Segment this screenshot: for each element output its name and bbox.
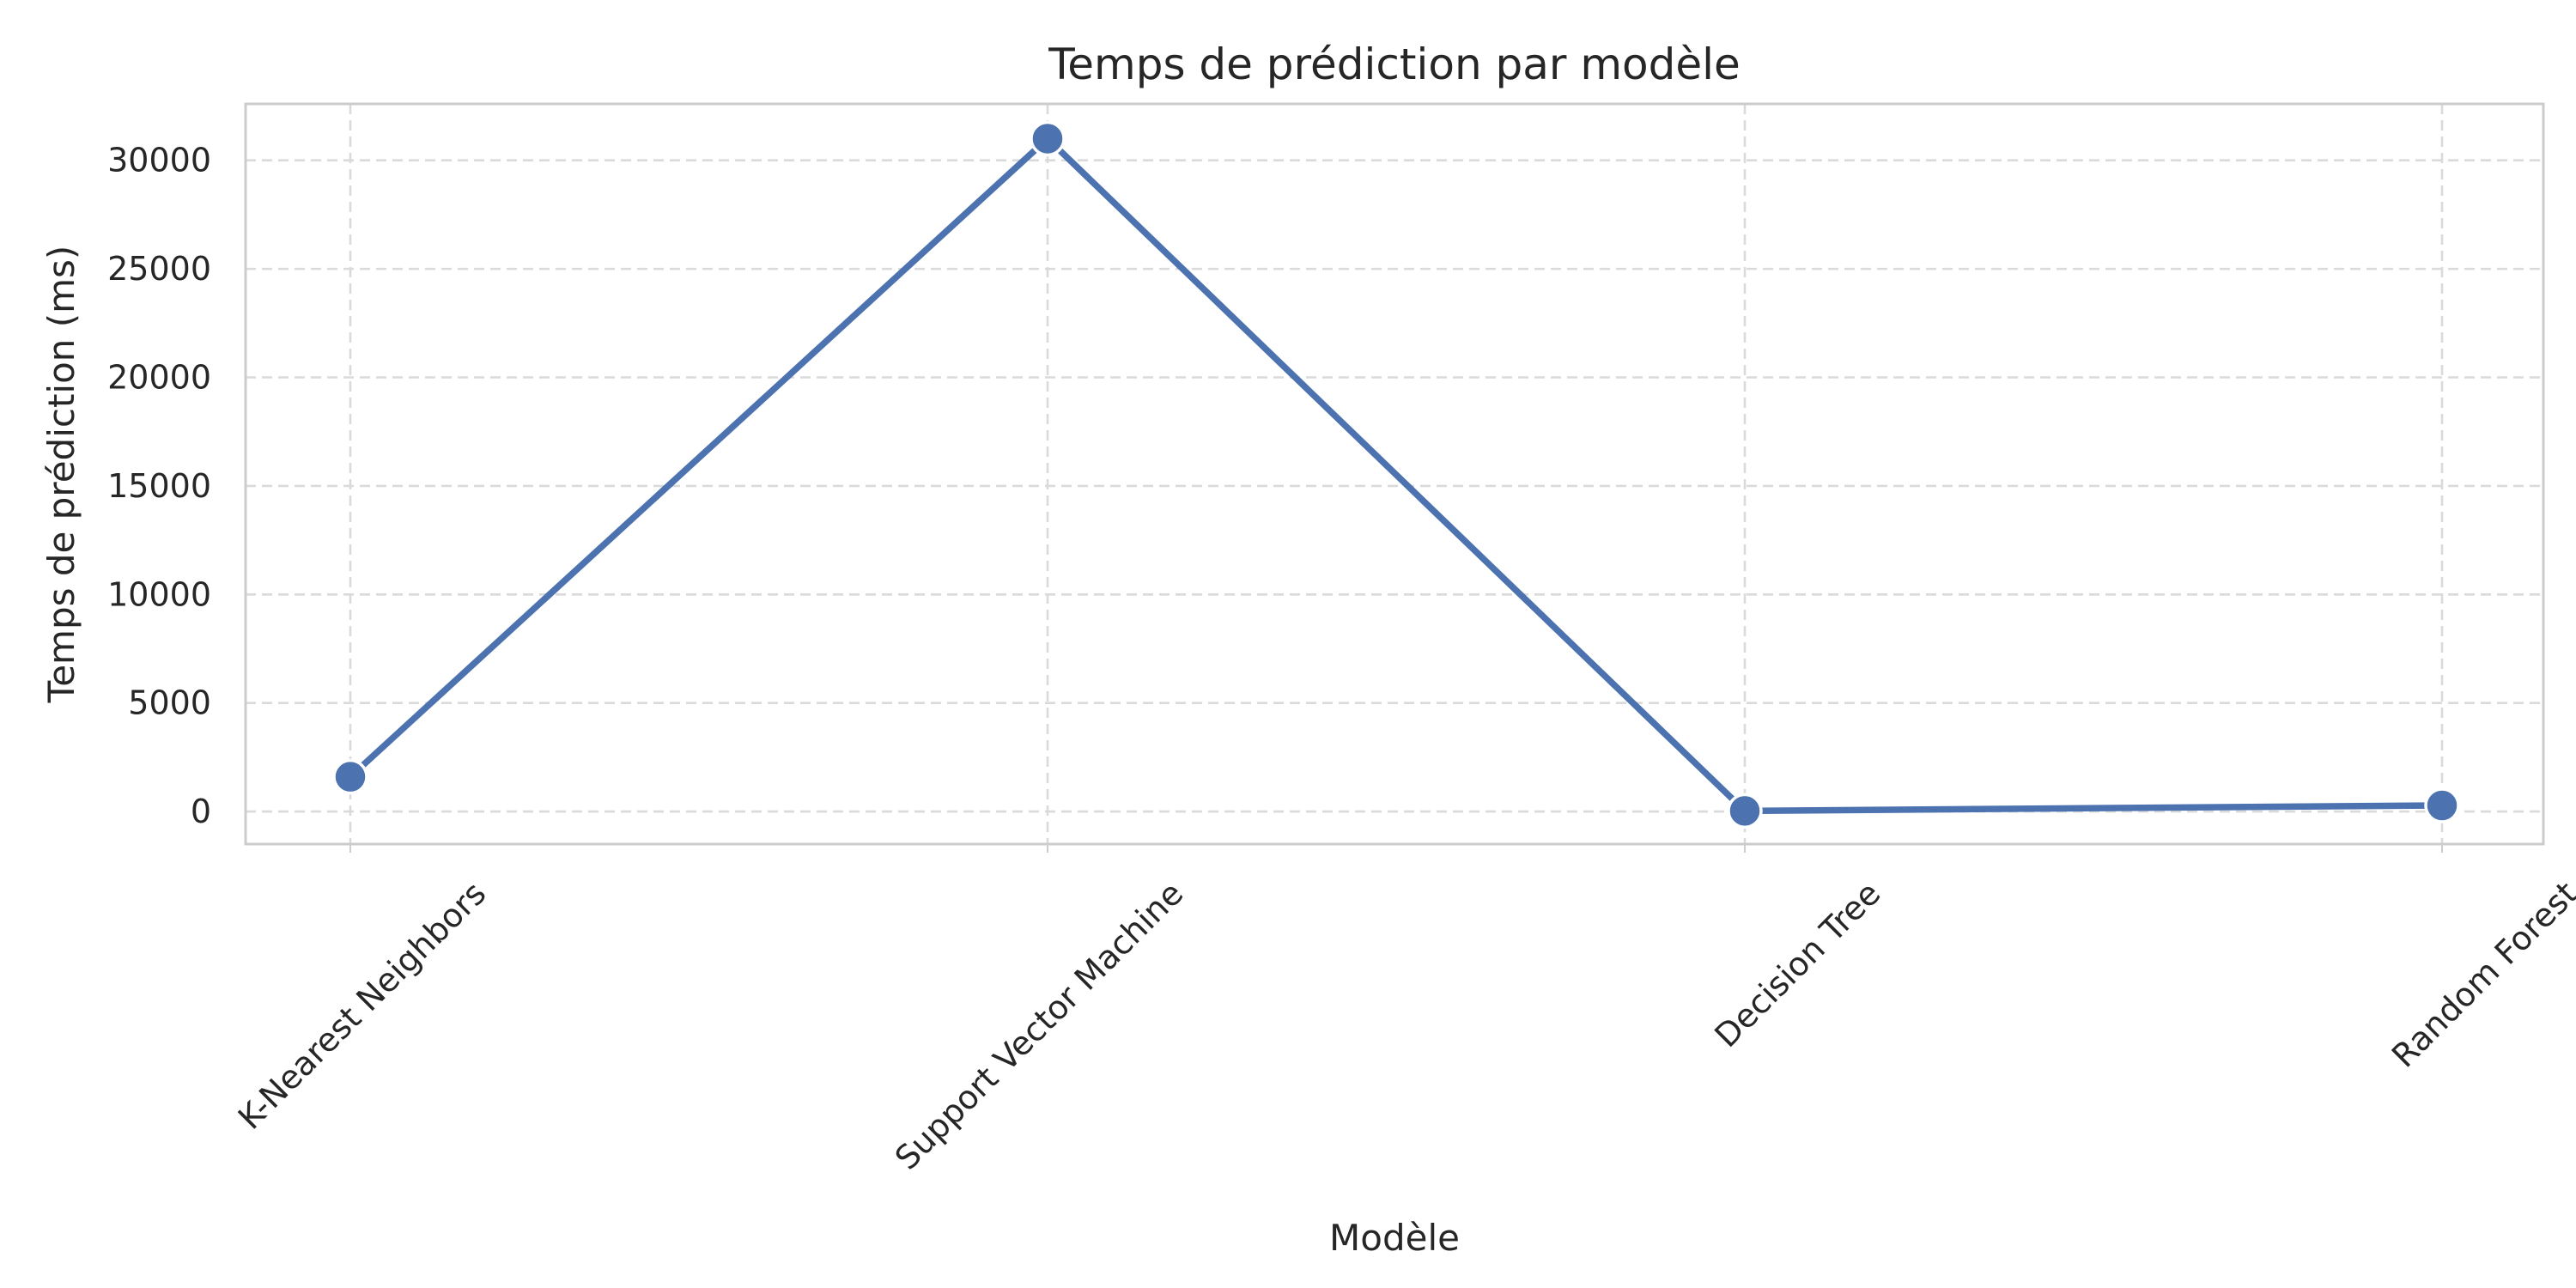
chart-title: Temps de prédiction par modèle (1048, 39, 1741, 89)
grid (246, 104, 2543, 844)
x-axis-title: Modèle (1329, 1217, 1460, 1259)
data-point (1030, 120, 1066, 157)
y-tick-label: 5000 (128, 684, 211, 722)
plot-frame (244, 102, 2545, 846)
y-tick-label: 0 (191, 793, 211, 830)
x-tick-label: Support Vector Machine (888, 874, 1191, 1177)
data-point (2424, 787, 2460, 823)
y-tick-label: 25000 (107, 250, 211, 288)
y-tick-label: 15000 (107, 467, 211, 505)
y-tick-label: 30000 (107, 142, 211, 179)
data-point (332, 758, 368, 795)
y-axis-ticks: 0 5000 10000 15000 20000 25000 30000 (107, 142, 211, 830)
y-axis-title: Temps de prédiction (ms) (40, 246, 82, 704)
x-tick-label: Decision Tree (1707, 874, 1887, 1054)
data-point (1727, 793, 1763, 829)
series-line (347, 135, 2445, 815)
series (332, 120, 2460, 829)
x-tick-label: K-Nearest Neighbors (231, 874, 494, 1137)
x-tick-label: Random Forest (2385, 874, 2576, 1074)
y-tick-label: 10000 (107, 575, 211, 613)
y-tick-label: 20000 (107, 359, 211, 397)
x-axis-ticks: K-Nearest Neighbors Support Vector Machin… (231, 844, 2576, 1177)
